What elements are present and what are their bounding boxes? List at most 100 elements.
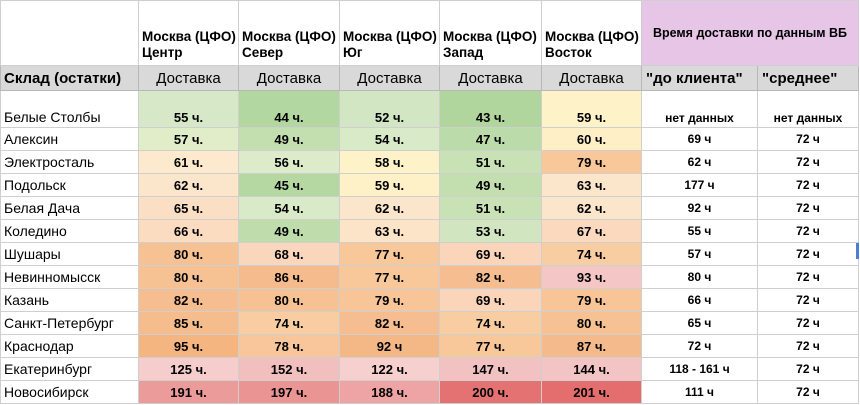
wb-average-cell[interactable]: 72 ч xyxy=(756,150,860,174)
delivery-time-cell[interactable]: 51 ч. xyxy=(439,196,542,220)
delivery-time-cell[interactable]: 79 ч. xyxy=(541,150,642,174)
wb-to-client-cell[interactable]: 55 ч xyxy=(641,219,758,243)
header-corner-cell[interactable] xyxy=(0,0,139,66)
delivery-time-cell[interactable]: 59 ч. xyxy=(339,173,440,197)
wb-average-cell[interactable]: 72 ч xyxy=(756,219,860,243)
delivery-time-cell[interactable]: 52 ч. xyxy=(339,90,440,128)
delivery-time-cell[interactable]: 77 ч. xyxy=(339,265,440,289)
delivery-time-cell[interactable]: 80 ч. xyxy=(238,288,340,312)
delivery-time-cell[interactable]: 92 ч xyxy=(339,334,440,358)
delivery-time-cell[interactable]: 60 ч. xyxy=(541,127,642,151)
delivery-time-cell[interactable]: 51 ч. xyxy=(439,150,542,174)
city-cell[interactable]: Казань xyxy=(0,288,139,312)
average-label-cell[interactable]: "среднее" xyxy=(756,65,860,91)
city-cell[interactable]: Новосибирск xyxy=(0,380,139,404)
wb-average-cell[interactable]: 72 ч xyxy=(756,196,860,220)
wb-average-cell[interactable]: 72 ч xyxy=(756,288,860,312)
delivery-time-cell[interactable]: 69 ч. xyxy=(439,242,542,266)
delivery-time-cell[interactable]: 79 ч. xyxy=(541,288,642,312)
city-cell[interactable]: Екатеринбург xyxy=(0,357,139,381)
delivery-time-cell[interactable]: 49 ч. xyxy=(238,219,340,243)
delivery-time-cell[interactable]: 57 ч. xyxy=(138,127,239,151)
warehouse-header[interactable]: Москва (ЦФО) Восток xyxy=(541,0,642,66)
delivery-time-cell[interactable]: 87 ч. xyxy=(541,334,642,358)
delivery-time-cell[interactable]: 201 ч. xyxy=(541,380,642,404)
delivery-time-cell[interactable]: 78 ч. xyxy=(238,334,340,358)
delivery-time-cell[interactable]: 65 ч. xyxy=(138,196,239,220)
delivery-time-cell[interactable]: 45 ч. xyxy=(238,173,340,197)
delivery-time-cell[interactable]: 54 ч. xyxy=(238,196,340,220)
wb-average-cell[interactable]: нет данных xyxy=(756,90,860,128)
wb-to-client-cell[interactable]: 57 ч xyxy=(641,242,758,266)
delivery-time-cell[interactable]: 191 ч. xyxy=(138,380,239,404)
wb-average-cell[interactable]: 72 ч xyxy=(756,242,860,266)
delivery-time-cell[interactable]: 59 ч. xyxy=(541,90,642,128)
delivery-time-cell[interactable]: 61 ч. xyxy=(138,150,239,174)
delivery-time-cell[interactable]: 80 ч. xyxy=(138,242,239,266)
delivery-time-cell[interactable]: 77 ч. xyxy=(339,242,440,266)
delivery-time-cell[interactable]: 82 ч. xyxy=(339,311,440,335)
delivery-time-cell[interactable]: 74 ч. xyxy=(238,311,340,335)
wb-to-client-cell[interactable]: нет данных xyxy=(641,90,758,128)
wb-to-client-cell[interactable]: 65 ч xyxy=(641,311,758,335)
delivery-label-cell[interactable]: Доставка xyxy=(238,65,340,91)
delivery-time-cell[interactable]: 147 ч. xyxy=(439,357,542,381)
delivery-time-cell[interactable]: 197 ч. xyxy=(238,380,340,404)
stock-label-cell[interactable]: Склад (остатки) xyxy=(0,65,139,91)
delivery-time-cell[interactable]: 58 ч. xyxy=(339,150,440,174)
delivery-time-cell[interactable]: 44 ч. xyxy=(238,90,340,128)
wb-to-client-cell[interactable]: 118 - 161 ч xyxy=(641,357,758,381)
delivery-time-cell[interactable]: 93 ч. xyxy=(541,265,642,289)
delivery-label-cell[interactable]: Доставка xyxy=(138,65,239,91)
city-cell[interactable]: Краснодар xyxy=(0,334,139,358)
wb-to-client-cell[interactable]: 111 ч xyxy=(641,380,758,404)
delivery-label-cell[interactable]: Доставка xyxy=(541,65,642,91)
delivery-time-cell[interactable]: 69 ч. xyxy=(439,288,542,312)
delivery-time-cell[interactable]: 49 ч. xyxy=(238,127,340,151)
delivery-time-cell[interactable]: 188 ч. xyxy=(339,380,440,404)
delivery-time-cell[interactable]: 62 ч. xyxy=(339,196,440,220)
wb-to-client-cell[interactable]: 92 ч xyxy=(641,196,758,220)
city-cell[interactable]: Электросталь xyxy=(0,150,139,174)
delivery-time-cell[interactable]: 122 ч. xyxy=(339,357,440,381)
wb-to-client-cell[interactable]: 66 ч xyxy=(641,288,758,312)
city-cell[interactable]: Шушары xyxy=(0,242,139,266)
delivery-time-cell[interactable]: 152 ч. xyxy=(238,357,340,381)
wb-average-cell[interactable]: 72 ч xyxy=(756,334,860,358)
warehouse-header[interactable]: Москва (ЦФО) Север xyxy=(238,0,340,66)
delivery-time-cell[interactable]: 125 ч. xyxy=(138,357,239,381)
city-cell[interactable]: Белые Столбы xyxy=(0,90,139,128)
delivery-time-cell[interactable]: 49 ч. xyxy=(439,173,542,197)
delivery-time-cell[interactable]: 53 ч. xyxy=(439,219,542,243)
delivery-time-cell[interactable]: 80 ч. xyxy=(541,311,642,335)
city-cell[interactable]: Невинномысск xyxy=(0,265,139,289)
delivery-time-cell[interactable]: 79 ч. xyxy=(339,288,440,312)
wb-to-client-cell[interactable]: 80 ч xyxy=(641,265,758,289)
delivery-time-cell[interactable]: 68 ч. xyxy=(238,242,340,266)
delivery-time-cell[interactable]: 56 ч. xyxy=(238,150,340,174)
wb-average-cell[interactable]: 72 ч xyxy=(756,357,860,381)
wb-average-cell[interactable]: 72 ч xyxy=(756,311,860,335)
delivery-time-cell[interactable]: 62 ч. xyxy=(138,173,239,197)
delivery-time-cell[interactable]: 66 ч. xyxy=(138,219,239,243)
city-cell[interactable]: Санкт-Петербург xyxy=(0,311,139,335)
delivery-time-cell[interactable]: 80 ч. xyxy=(138,265,239,289)
wb-to-client-cell[interactable]: 62 ч xyxy=(641,150,758,174)
city-cell[interactable]: Коледино xyxy=(0,219,139,243)
city-cell[interactable]: Подольск xyxy=(0,173,139,197)
delivery-time-cell[interactable]: 85 ч. xyxy=(138,311,239,335)
delivery-time-cell[interactable]: 82 ч. xyxy=(138,288,239,312)
warehouse-header[interactable]: Москва (ЦФО) Юг xyxy=(339,0,440,66)
delivery-time-cell[interactable]: 67 ч. xyxy=(541,219,642,243)
wb-to-client-cell[interactable]: 177 ч xyxy=(641,173,758,197)
wb-to-client-cell[interactable]: 72 ч xyxy=(641,334,758,358)
delivery-time-cell[interactable]: 86 ч. xyxy=(238,265,340,289)
delivery-time-cell[interactable]: 77 ч. xyxy=(439,334,542,358)
warehouse-header[interactable]: Москва (ЦФО) Запад xyxy=(439,0,542,66)
delivery-time-cell[interactable]: 47 ч. xyxy=(439,127,542,151)
delivery-time-cell[interactable]: 74 ч. xyxy=(439,311,542,335)
wb-delivery-header[interactable]: Время доставки по данным ВБ xyxy=(640,0,860,66)
to-client-label-cell[interactable]: "до клиента" xyxy=(641,65,758,91)
delivery-time-cell[interactable]: 144 ч. xyxy=(541,357,642,381)
city-cell[interactable]: Алексин xyxy=(0,127,139,151)
